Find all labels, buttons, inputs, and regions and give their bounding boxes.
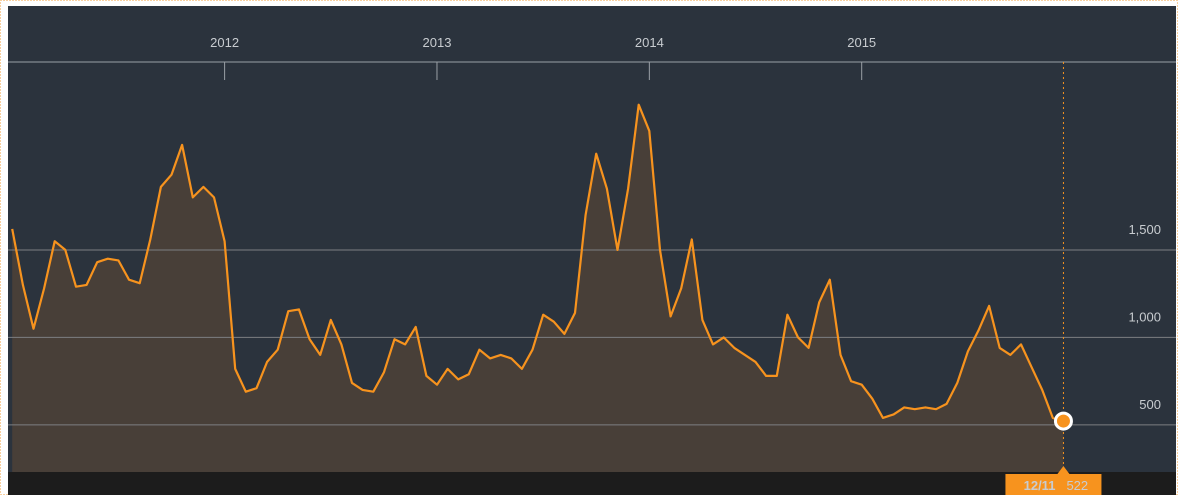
tooltip-date: 12/11 (1024, 478, 1056, 493)
tooltip-box (1005, 474, 1102, 495)
y-tick-label: 1,000 (1128, 309, 1161, 324)
x-tick-label: 2014 (635, 35, 664, 50)
line (11, 103, 1064, 423)
x-tick-label: 2015 (847, 35, 876, 50)
bottom-strip (8, 472, 1176, 495)
x-tick-label: 2012 (210, 35, 239, 50)
y-tick-label: 500 (1139, 397, 1161, 412)
tooltip-value: 522 (1066, 478, 1088, 493)
y-tick-label: 1,500 (1128, 222, 1161, 237)
end-marker (1053, 411, 1073, 431)
area (12, 104, 1064, 472)
x-tick-label: 2013 (423, 35, 452, 50)
tooltip-pointer (1057, 466, 1070, 474)
